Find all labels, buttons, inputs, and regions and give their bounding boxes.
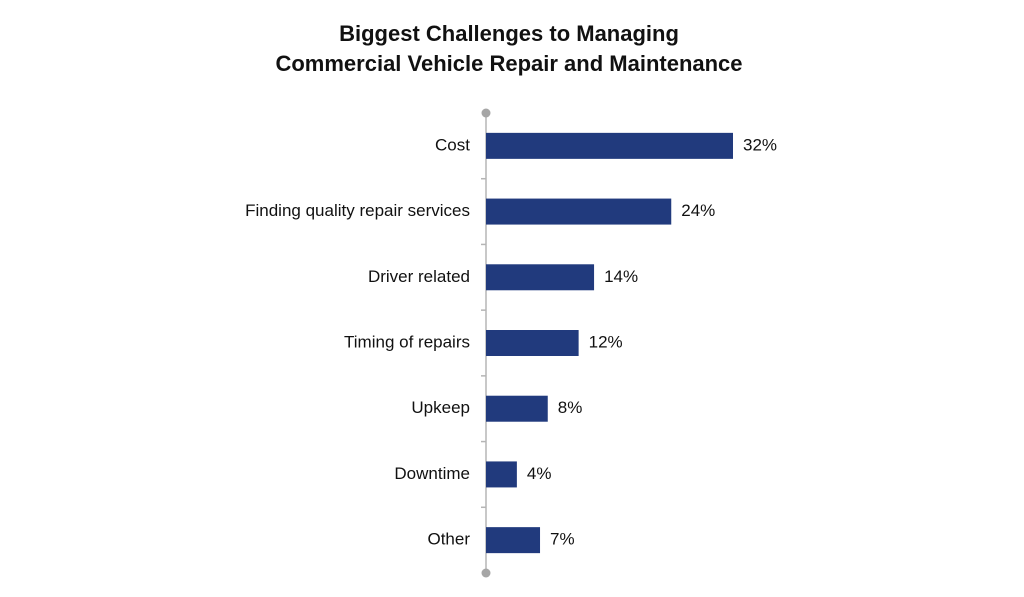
bar — [486, 527, 541, 554]
bar — [486, 395, 548, 422]
value-label: 8% — [558, 398, 583, 417]
value-label: 12% — [589, 332, 623, 351]
value-label: 4% — [527, 464, 552, 483]
category-label: Timing of repairs — [344, 332, 470, 351]
bar — [486, 264, 595, 291]
axis-end — [481, 108, 491, 118]
category-label: Cost — [435, 135, 470, 154]
category-label: Other — [427, 530, 470, 549]
value-label: 14% — [604, 267, 638, 286]
bar — [486, 198, 672, 225]
category-label: Upkeep — [411, 398, 470, 417]
category-label: Downtime — [394, 464, 470, 483]
bar — [486, 330, 579, 356]
value-label: 32% — [743, 135, 777, 154]
bar — [486, 132, 733, 159]
category-label: Finding quality repair services — [245, 201, 470, 220]
chart-title: Biggest Challenges to Managing — [339, 21, 679, 46]
value-label: 7% — [550, 530, 575, 549]
chart-title: Commercial Vehicle Repair and Maintenanc… — [275, 51, 742, 76]
value-label: 24% — [681, 201, 715, 220]
category-label: Driver related — [368, 267, 470, 286]
bar — [486, 461, 517, 488]
axis-end — [481, 568, 491, 578]
